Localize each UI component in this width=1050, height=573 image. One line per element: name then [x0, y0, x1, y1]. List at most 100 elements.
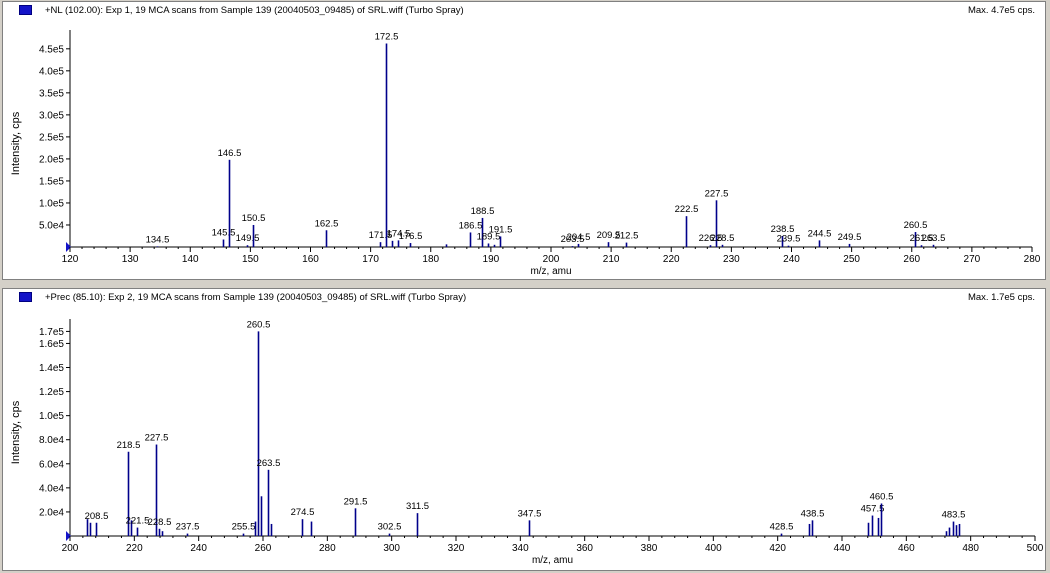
- x-tick-label: 200: [543, 254, 560, 265]
- x-tick-label: 230: [723, 254, 740, 265]
- x-tick-label: 170: [362, 254, 379, 265]
- panel-title: +NL (102.00): Exp 1, 19 MCA scans from S…: [45, 5, 464, 16]
- peak-label: 261.5: [910, 233, 934, 244]
- panel-header: +NL (102.00): Exp 1, 19 MCA scans from S…: [3, 5, 1045, 19]
- x-tick-label: 260: [255, 543, 272, 554]
- y-tick-label: 5.0e4: [39, 220, 64, 231]
- y-tick-label: 1.6e5: [39, 339, 64, 350]
- y-tick-label: 6.0e4: [39, 459, 64, 470]
- peak-label: 227.5: [705, 188, 729, 199]
- y-tick-label: 1.4e5: [39, 363, 64, 374]
- x-tick-label: 480: [962, 543, 979, 554]
- x-tick-label: 220: [663, 254, 680, 265]
- peak-label: 146.5: [218, 148, 242, 159]
- peak-label: 239.5: [777, 234, 801, 245]
- x-tick-label: 190: [483, 254, 500, 265]
- x-tick-label: 180: [422, 254, 439, 265]
- peak-label: 209.5: [597, 230, 621, 241]
- x-tick-label: 260: [903, 254, 920, 265]
- x-tick-label: 400: [705, 543, 722, 554]
- max-intensity-label: Max. 1.7e5 cps.: [967, 292, 1035, 303]
- x-tick-label: 150: [242, 254, 259, 265]
- max-intensity-label: Max. 4.7e5 cps.: [967, 5, 1035, 16]
- x-tick-label: 300: [383, 543, 400, 554]
- x-tick-label: 460: [898, 543, 915, 554]
- peak-label: 176.5: [399, 231, 423, 242]
- x-tick-label: 360: [576, 543, 593, 554]
- y-tick-label: 8.0e4: [39, 435, 64, 446]
- peak-label: 189.5: [477, 231, 501, 242]
- peak-label: 249.5: [838, 232, 862, 243]
- panel-marker-icon[interactable]: [19, 5, 32, 15]
- peak-label: 457.5: [861, 504, 885, 515]
- peak-label: 483.5: [942, 510, 966, 521]
- peak-label: 237.5: [176, 522, 200, 533]
- peak-label: 203.5: [561, 234, 585, 245]
- x-tick-label: 270: [964, 254, 981, 265]
- y-tick-label: 2.0e5: [39, 154, 64, 165]
- x-axis-label: m/z, amu: [532, 555, 573, 566]
- peak-label: 263.5: [922, 233, 946, 244]
- x-tick-label: 500: [1027, 543, 1044, 554]
- peak-label: 228.5: [148, 517, 172, 528]
- peak-label: 208.5: [85, 511, 109, 522]
- peak-label: 227.5: [145, 433, 169, 444]
- axes: 120 130 140 150 160 170 180 190 200 210 220 230 240 2…: [10, 30, 1041, 277]
- peak-label: 311.5: [406, 501, 429, 512]
- panel-header: +Prec (85.10): Exp 2, 19 MCA scans from …: [3, 292, 1045, 306]
- spectrum-chart-bottom[interactable]: 200 220 240 260 280 300 320 340 360 380 400 420 440 4…: [3, 289, 1045, 570]
- y-tick-label: 1.0e5: [39, 198, 64, 209]
- peak-label: 244.5: [808, 228, 832, 239]
- peak-label: 291.5: [344, 496, 368, 507]
- x-tick-label: 200: [62, 543, 79, 554]
- peak-label: 274.5: [291, 507, 315, 518]
- spectrum-chart-top[interactable]: 120 130 140 150 160 170 180 190 200 210 220 230 240 2…: [3, 2, 1045, 279]
- peak-label: 238.5: [771, 224, 795, 235]
- y-tick-label: 2.5e5: [39, 132, 64, 143]
- peak-label: 221.5: [126, 516, 150, 527]
- peak-label: 226.5: [699, 233, 723, 244]
- peak-label: 150.5: [242, 213, 266, 224]
- x-tick-label: 120: [62, 254, 79, 265]
- x-tick-label: 240: [190, 543, 207, 554]
- panel-title: +Prec (85.10): Exp 2, 19 MCA scans from …: [45, 292, 467, 303]
- x-tick-label: 440: [834, 543, 851, 554]
- panel-marker-icon[interactable]: [19, 292, 32, 302]
- peak-label: 228.5: [711, 233, 735, 244]
- x-tick-label: 220: [126, 543, 143, 554]
- y-tick-label: 1.2e5: [39, 387, 64, 398]
- peak-label: 171.5: [369, 230, 393, 241]
- x-tick-label: 210: [603, 254, 620, 265]
- peak-label: 174.5: [387, 228, 411, 239]
- peak-label: 162.5: [315, 218, 339, 229]
- peaks: 208.5 218.5 221.5 227.5 228.5 237.5 255.5 260.5…: [85, 319, 966, 536]
- x-tick-label: 160: [302, 254, 319, 265]
- axes: 200 220 240 260 280 300 320 340 360 380 400 420 440 4…: [10, 319, 1044, 566]
- peak-label: 260.5: [247, 319, 271, 330]
- peak-label: 347.5: [518, 508, 542, 519]
- x-tick-label: 130: [122, 254, 139, 265]
- peak-label: 302.5: [378, 522, 402, 533]
- peak-label: 134.5: [146, 234, 170, 245]
- origin-marker-icon: [66, 531, 71, 541]
- peak-label: 149.5: [236, 233, 260, 244]
- origin-marker-icon: [66, 242, 71, 252]
- peak-label: 218.5: [117, 440, 141, 451]
- peak-label: 460.5: [870, 492, 894, 503]
- x-tick-label: 140: [182, 254, 199, 265]
- y-axis-label: Intensity, cps: [10, 111, 22, 175]
- peak-label: 222.5: [675, 204, 699, 215]
- peak-label: 204.5: [567, 232, 591, 243]
- x-tick-label: 340: [512, 543, 529, 554]
- peak-label: 438.5: [801, 508, 825, 519]
- spectrum-panel-top: +NL (102.00): Exp 1, 19 MCA scans from S…: [2, 1, 1046, 280]
- x-tick-label: 250: [843, 254, 860, 265]
- peak-label: 255.5: [232, 522, 256, 533]
- y-axis-label: Intensity, cps: [10, 400, 22, 464]
- y-tick-label: 1.0e5: [39, 411, 64, 422]
- peak-label: 428.5: [770, 522, 794, 533]
- spectrum-panel-bottom: +Prec (85.10): Exp 2, 19 MCA scans from …: [2, 288, 1046, 571]
- peak-label: 263.5: [257, 458, 281, 469]
- peaks: 134.5 145.5 146.5 149.5 150.5 162.5 171.5 172.5…: [146, 32, 946, 247]
- x-tick-label: 320: [448, 543, 465, 554]
